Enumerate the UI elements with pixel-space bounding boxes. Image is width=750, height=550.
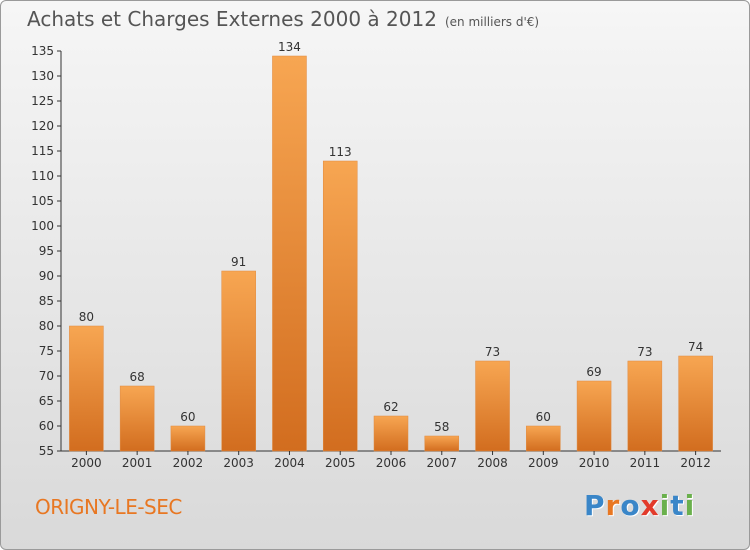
bar-value-label: 68 — [130, 370, 145, 384]
y-tick-label: 90 — [39, 269, 54, 283]
x-tick-label: 2012 — [680, 456, 711, 470]
chart-title-text: Achats et Charges Externes 2000 à 2012 — [27, 7, 437, 31]
bar-value-label: 58 — [434, 420, 449, 434]
x-tick-label: 2008 — [477, 456, 508, 470]
chart-title: Achats et Charges Externes 2000 à 2012 (e… — [27, 7, 539, 31]
y-tick-label: 100 — [31, 219, 54, 233]
bar-chart: 55 60 65 70 75 80 85 90 95 100 105 110 115 120 125 130 1… — [31, 40, 721, 470]
bar-value-label: 80 — [79, 310, 94, 324]
y-tick-label: 60 — [39, 419, 54, 433]
bar-value-label: 73 — [485, 345, 500, 359]
bar — [221, 270, 256, 452]
bar-value-label: 91 — [231, 255, 246, 269]
bar — [322, 160, 358, 452]
y-tick-label: 130 — [31, 69, 54, 83]
bar — [526, 425, 561, 452]
y-tick-label: 115 — [31, 144, 54, 158]
bar-value-label: 134 — [278, 40, 301, 54]
x-tick-label: 2009 — [528, 456, 559, 470]
x-tick-label: 2000 — [71, 456, 102, 470]
bar-value-label: 74 — [688, 340, 703, 354]
bar-value-label: 73 — [637, 345, 652, 359]
bar — [424, 435, 460, 452]
x-tick-label: 2011 — [630, 456, 661, 470]
bar-value-label: 69 — [586, 365, 601, 379]
y-tick-label: 120 — [31, 119, 54, 133]
bar — [373, 415, 409, 452]
y-tick-label: 80 — [39, 319, 54, 333]
y-tick-label: 85 — [39, 294, 54, 308]
y-tick-label: 105 — [31, 194, 54, 208]
x-tick-label: 2004 — [274, 456, 305, 470]
y-tick-label: 135 — [31, 44, 54, 58]
bar-value-label: 62 — [383, 400, 398, 414]
y-tick-label: 70 — [39, 369, 54, 383]
proxiti-logo: Proxiti — [584, 489, 696, 522]
bar — [678, 355, 713, 452]
y-tick-label: 75 — [39, 344, 54, 358]
x-tick-label: 2006 — [376, 456, 407, 470]
y-tick-label: 125 — [31, 94, 54, 108]
x-tick-label: 2001 — [122, 456, 153, 470]
bar — [576, 380, 612, 452]
bar — [627, 360, 663, 452]
bar — [170, 425, 206, 452]
x-tick-label: 2003 — [223, 456, 254, 470]
y-tick-label: 65 — [39, 394, 54, 408]
bar-value-label: 113 — [329, 145, 352, 159]
x-tick-label: 2010 — [579, 456, 610, 470]
x-tick-label: 2007 — [426, 456, 457, 470]
location-label: ORIGNY-LE-SEC — [35, 495, 182, 519]
x-tick-label: 2002 — [173, 456, 204, 470]
bar — [272, 55, 307, 452]
bar — [69, 325, 104, 452]
y-tick-label: 55 — [39, 444, 54, 458]
chart-unit: (en milliers d'€) — [444, 15, 540, 29]
y-tick-label: 95 — [39, 244, 54, 258]
bar — [475, 360, 510, 452]
bar — [119, 385, 155, 452]
y-tick-label: 110 — [31, 169, 54, 183]
bar-value-label: 60 — [180, 410, 195, 424]
bar-value-label: 60 — [536, 410, 551, 424]
x-tick-label: 2005 — [325, 456, 356, 470]
